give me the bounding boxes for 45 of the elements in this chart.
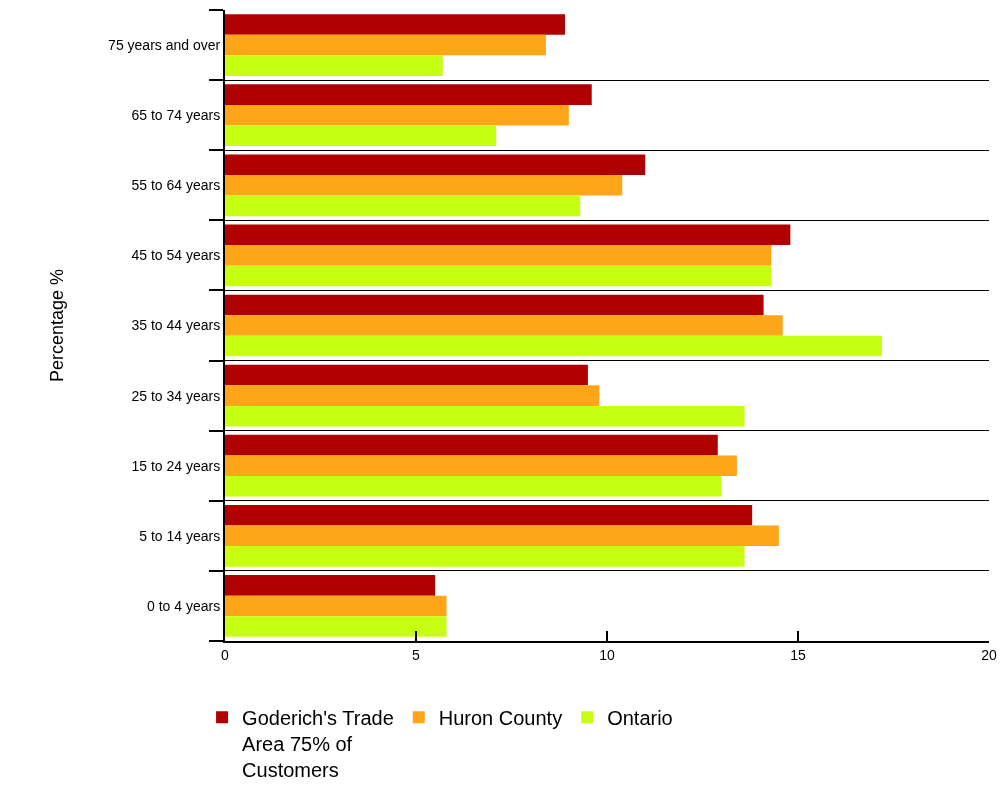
bar — [225, 335, 883, 357]
x-tick-label: 5 — [412, 646, 421, 663]
legend-label: Huron County — [438, 707, 563, 730]
bar — [225, 434, 718, 456]
bar — [225, 84, 592, 105]
bar — [225, 575, 436, 596]
bar — [225, 34, 546, 56]
bar — [225, 224, 791, 246]
x-tick-label: 20 — [981, 646, 997, 663]
bar — [225, 476, 722, 497]
bar — [225, 455, 737, 477]
bar — [225, 315, 783, 336]
legend-label: Goderich's Trade Area 75% of Customers — [242, 707, 394, 782]
bar — [225, 525, 779, 547]
x-tick-label: 15 — [790, 646, 806, 663]
y-tick-label: 25 to 34 years — [131, 387, 221, 404]
y-tick-label: 75 years and over — [108, 36, 221, 53]
bar — [225, 55, 443, 76]
bar — [225, 265, 772, 287]
bar — [225, 154, 646, 175]
y-tick-label: 5 to 14 years — [139, 527, 221, 544]
y-tick-label: 55 to 64 years — [131, 177, 221, 194]
bar — [225, 504, 753, 526]
x-tick-label: 0 — [221, 646, 230, 663]
bar — [225, 245, 772, 266]
legend-label: Ontario — [607, 707, 673, 730]
bar — [225, 546, 745, 567]
bar — [225, 616, 447, 637]
y-tick-label: 45 to 54 years — [131, 247, 221, 264]
bar — [225, 364, 588, 386]
bar — [225, 14, 565, 35]
y-tick-label: 35 to 44 years — [131, 317, 221, 334]
bar — [225, 104, 569, 126]
y-tick-label: 15 to 24 years — [131, 457, 221, 474]
bar — [225, 405, 745, 427]
bar — [225, 174, 623, 196]
x-tick-label: 10 — [599, 646, 615, 663]
bar — [225, 385, 600, 406]
bar — [225, 195, 581, 217]
y-axis-title: Percentage % — [46, 268, 67, 383]
bar — [225, 294, 764, 316]
y-tick-label: 0 to 4 years — [147, 597, 221, 614]
y-tick-label: 65 to 74 years — [131, 107, 221, 124]
bar — [225, 125, 497, 147]
bar — [225, 595, 447, 617]
